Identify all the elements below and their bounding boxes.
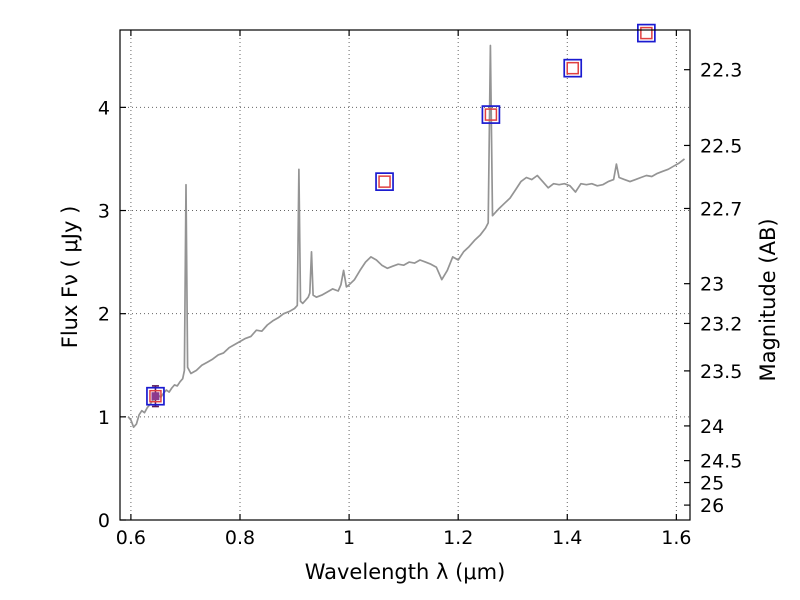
y-tick-label-right: 23.5: [700, 361, 742, 383]
y-tick-label-right: 23: [700, 274, 724, 296]
y-axis-title-right: Magnitude (AB): [756, 218, 780, 382]
x-tick-label: 1.6: [661, 527, 691, 549]
y-tick-label-right: 26: [700, 495, 724, 517]
photometry-point-inner: [149, 389, 162, 403]
photometry-point-outer: [563, 58, 583, 78]
y-tick-label-left: 4: [98, 97, 110, 119]
photometry-point-outer: [146, 386, 165, 406]
x-tick-label: 1: [343, 527, 355, 549]
photometry-point-inner: [566, 61, 579, 75]
y-tick-label-right: 22.5: [700, 135, 742, 157]
photometry-fill: [151, 392, 160, 401]
photometry-point-outer: [375, 172, 394, 191]
photometry-point-outer: [637, 23, 656, 43]
y-tick-label-right: 24.5: [700, 451, 742, 473]
y-tick-label-right: 22.3: [700, 60, 742, 82]
photometry-point-inner: [484, 108, 498, 121]
spectrum-line: [127, 44, 686, 429]
photometry-point-outer: [481, 105, 501, 124]
y-tick-label-left: 2: [98, 304, 110, 326]
x-tick-label: 1.4: [552, 527, 582, 549]
photometry-point-inner: [640, 26, 653, 40]
y-tick-label-right: 22.7: [700, 198, 742, 220]
y-tick-label-right: 23.2: [700, 313, 742, 335]
y-tick-label-left: 3: [98, 201, 110, 223]
x-tick-label: 1.2: [443, 527, 473, 549]
x-tick-label: 0.6: [116, 527, 146, 549]
y-tick-label-right: 24: [700, 416, 724, 438]
y-axis-title-left: Flux Fν ( μJy ): [58, 205, 82, 349]
plot-border: [119, 29, 691, 521]
y-tick-label-right: 25: [700, 473, 724, 495]
y-tick-label-left: 1: [98, 407, 110, 429]
y-tick-label-left: 0: [98, 510, 110, 532]
x-tick-label: 0.8: [225, 527, 255, 549]
photometry-point-inner: [378, 175, 391, 188]
x-axis-title: Wavelength λ (μm): [304, 560, 506, 584]
